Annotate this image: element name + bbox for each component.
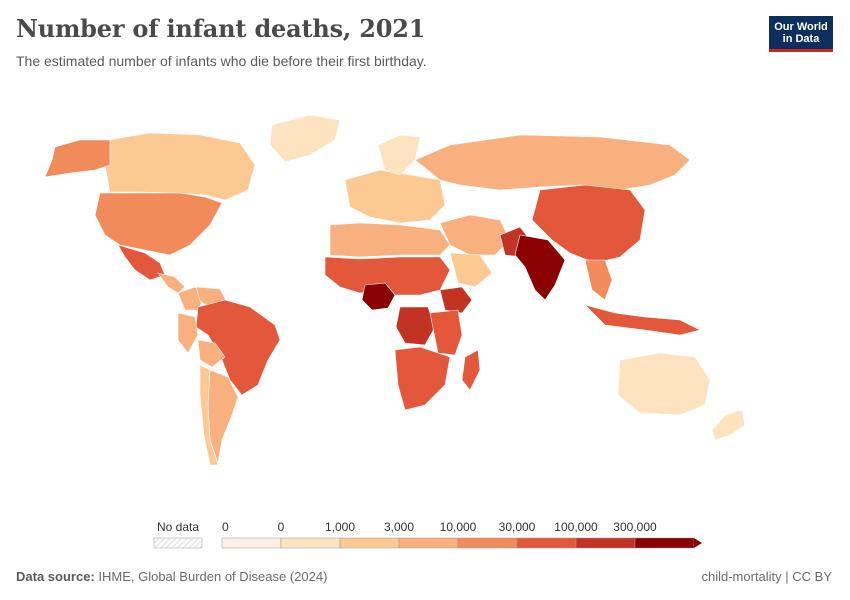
map-region-chile[interactable]	[199, 364, 219, 466]
map-region-china[interactable]	[531, 184, 646, 264]
map-region-united-states[interactable]	[94, 192, 223, 256]
map-region-canada[interactable]	[104, 132, 256, 201]
legend-tick-label: 0	[222, 520, 229, 534]
map-region-alaska[interactable]	[44, 139, 111, 178]
map-region-arabia[interactable]	[449, 252, 493, 288]
legend-swatch-2	[339, 537, 400, 549]
map-region-central-america[interactable]	[157, 272, 186, 294]
legend-tick-label: 10,000	[440, 520, 477, 534]
map-region-nigeria[interactable]	[361, 282, 396, 311]
legend-swatch-0	[221, 537, 282, 549]
legend-tick-label: 1,000	[325, 520, 355, 534]
map-region-greenland[interactable]	[269, 114, 341, 163]
map-region-indonesia[interactable]	[584, 304, 701, 336]
legend-swatch-3	[398, 537, 459, 549]
legend-swatch-5	[516, 537, 577, 549]
map-region-sahel[interactable]	[324, 256, 451, 296]
license-text[interactable]: child-mortality | CC BY	[701, 569, 832, 584]
no-data-swatch	[153, 537, 203, 549]
legend-swatch-4	[457, 537, 518, 549]
chart-subtitle: The estimated number of infants who die …	[16, 53, 427, 69]
legend-tick-label: 30,000	[499, 520, 536, 534]
map-region-scandinavia[interactable]	[377, 134, 421, 176]
map-region-russia[interactable]	[414, 134, 691, 191]
map-region-europe[interactable]	[344, 169, 446, 224]
data-source-label: Data source:	[16, 569, 95, 584]
legend-tick-label: 0	[278, 520, 285, 534]
no-data-label: No data	[157, 520, 199, 534]
map-region-brazil[interactable]	[195, 299, 281, 396]
map-region-southeast-asia[interactable]	[584, 259, 613, 301]
map-region-india[interactable]	[514, 234, 566, 301]
map-region-middle-east[interactable]	[439, 214, 511, 256]
map-region-north-africa[interactable]	[329, 222, 451, 258]
legend-swatch-7	[634, 537, 695, 549]
logo-line-1: Our World	[774, 21, 828, 33]
world-map[interactable]	[0, 95, 850, 505]
chart-title: Number of infant deaths, 2021	[16, 14, 426, 43]
legend-tick-label: 3,000	[384, 520, 414, 534]
legend-swatch-6	[575, 537, 636, 549]
data-source: Data source: IHME, Global Burden of Dise…	[16, 569, 327, 584]
map-region-mexico[interactable]	[117, 244, 166, 281]
map-region-ethiopia[interactable]	[439, 286, 473, 314]
legend-tick-label: 100,000	[554, 520, 598, 534]
map-region-dr-congo[interactable]	[395, 306, 436, 346]
map-region-east-africa[interactable]	[429, 309, 463, 356]
owid-logo[interactable]: Our World in Data	[769, 16, 833, 52]
legend-swatch-1	[280, 537, 341, 549]
map-region-bolivia[interactable]	[197, 339, 226, 368]
map-region-australia[interactable]	[617, 352, 711, 416]
map-region-peru[interactable]	[177, 312, 199, 354]
map-region-madagascar[interactable]	[461, 349, 481, 391]
map-region-southern-africa[interactable]	[394, 346, 451, 411]
legend-arrow	[694, 538, 702, 548]
legend-tick-label: 300,000	[613, 520, 657, 534]
map-region-new-zealand[interactable]	[711, 409, 746, 441]
data-source-text[interactable]: IHME, Global Burden of Disease (2024)	[98, 569, 328, 584]
logo-line-2: in Data	[782, 33, 820, 45]
map-legend: No data 0 0 1,000 3,000 10,000 30,000 100,000 3…	[153, 520, 702, 549]
